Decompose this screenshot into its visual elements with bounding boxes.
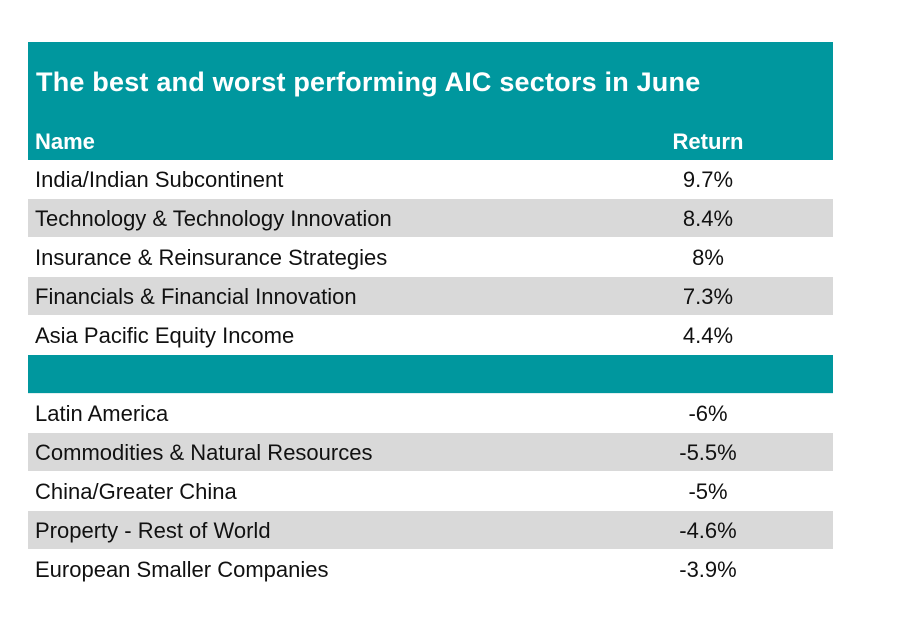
sector-name: India/Indian Subcontinent [35, 167, 284, 192]
sector-return: -6% [688, 401, 728, 426]
sector-name: European Smaller Companies [35, 557, 329, 582]
table-row: Insurance & Reinsurance Strategies 8% [28, 238, 833, 277]
section-divider [28, 355, 833, 394]
sector-name: Technology & Technology Innovation [35, 206, 392, 231]
table-title: The best and worst performing AIC sector… [28, 42, 833, 122]
header-row: Name Return [28, 122, 833, 160]
column-header-return: Return [672, 129, 744, 154]
sector-return: -4.6% [679, 518, 737, 543]
sectors-table: The best and worst performing AIC sector… [28, 42, 833, 589]
sector-name: Financials & Financial Innovation [35, 284, 357, 309]
table-row: Asia Pacific Equity Income 4.4% [28, 316, 833, 355]
sector-name: Insurance & Reinsurance Strategies [35, 245, 388, 270]
table-row: Financials & Financial Innovation 7.3% [28, 277, 833, 316]
sector-name: China/Greater China [35, 479, 237, 504]
sector-name: Latin America [35, 401, 169, 426]
sector-return: 8% [692, 245, 724, 270]
table-row: China/Greater China -5% [28, 472, 833, 511]
table-row: Property - Rest of World -4.6% [28, 511, 833, 550]
column-header-name: Name [35, 129, 95, 154]
sector-return: 9.7% [682, 167, 734, 192]
sector-return: -5% [688, 479, 728, 504]
table-row: India/Indian Subcontinent 9.7% [28, 160, 833, 199]
sector-return: 8.4% [682, 206, 734, 231]
sector-name: Commodities & Natural Resources [35, 440, 373, 465]
sector-return: -3.9% [679, 557, 737, 582]
sector-name: Property - Rest of World [35, 518, 271, 543]
table-row: Technology & Technology Innovation 8.4% [28, 199, 833, 238]
table-row: European Smaller Companies -3.9% [28, 550, 833, 589]
sector-name: Asia Pacific Equity Income [35, 323, 295, 348]
table-row: Latin America -6% [28, 394, 833, 433]
sector-return: 4.4% [682, 323, 734, 348]
sector-return: -5.5% [679, 440, 737, 465]
table-row: Commodities & Natural Resources -5.5% [28, 433, 833, 472]
sector-return: 7.3% [682, 284, 734, 309]
